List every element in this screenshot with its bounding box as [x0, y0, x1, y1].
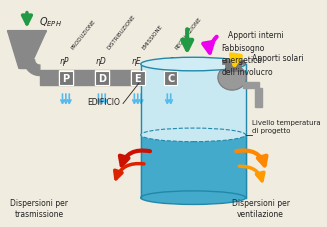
Polygon shape	[95, 71, 109, 86]
Polygon shape	[254, 89, 262, 107]
Polygon shape	[164, 71, 178, 86]
Text: E: E	[134, 74, 141, 84]
Ellipse shape	[218, 66, 246, 91]
Text: Apporti interni: Apporti interni	[228, 31, 284, 40]
Text: Dispersioni per
ventilazione: Dispersioni per ventilazione	[232, 198, 289, 218]
Bar	[59, 72, 73, 86]
Text: ηP: ηP	[60, 57, 69, 66]
Polygon shape	[141, 65, 246, 135]
Bar	[131, 72, 145, 86]
Text: EMISSIONE: EMISSIONE	[142, 24, 164, 50]
Text: P: P	[62, 74, 69, 84]
Bar	[164, 72, 178, 86]
Text: C: C	[167, 74, 174, 84]
Text: Fabbisogno
energetico
dell’involucro: Fabbisogno energetico dell’involucro	[222, 44, 273, 76]
Polygon shape	[59, 71, 73, 86]
Polygon shape	[131, 71, 145, 86]
Polygon shape	[141, 135, 246, 198]
Text: DISTRIBUZIONE: DISTRIBUZIONE	[106, 14, 136, 50]
Text: PRODUZIONE: PRODUZIONE	[70, 18, 96, 50]
Text: REGOLAZIONE: REGOLAZIONE	[175, 16, 203, 50]
Bar	[222, 61, 244, 65]
Bar	[225, 64, 241, 72]
Polygon shape	[8, 32, 46, 69]
Ellipse shape	[141, 191, 246, 205]
Polygon shape	[24, 61, 40, 76]
Text: Apporti solari: Apporti solari	[251, 54, 303, 63]
Text: Dispersioni per
trasmissione: Dispersioni per trasmissione	[10, 198, 68, 218]
Polygon shape	[243, 82, 259, 89]
Text: D: D	[98, 74, 106, 84]
Text: ηE: ηE	[131, 57, 141, 66]
Text: ηC: ηC	[164, 57, 175, 66]
Ellipse shape	[141, 58, 246, 72]
Text: ηD: ηD	[95, 57, 106, 66]
Text: $Q_{EPH}$: $Q_{EPH}$	[39, 15, 62, 29]
Bar	[95, 72, 109, 86]
Text: EDIFICIO: EDIFICIO	[87, 97, 120, 106]
Polygon shape	[40, 71, 215, 86]
Ellipse shape	[141, 128, 246, 142]
Text: Livello temperatura
di progetto: Livello temperatura di progetto	[251, 120, 320, 133]
